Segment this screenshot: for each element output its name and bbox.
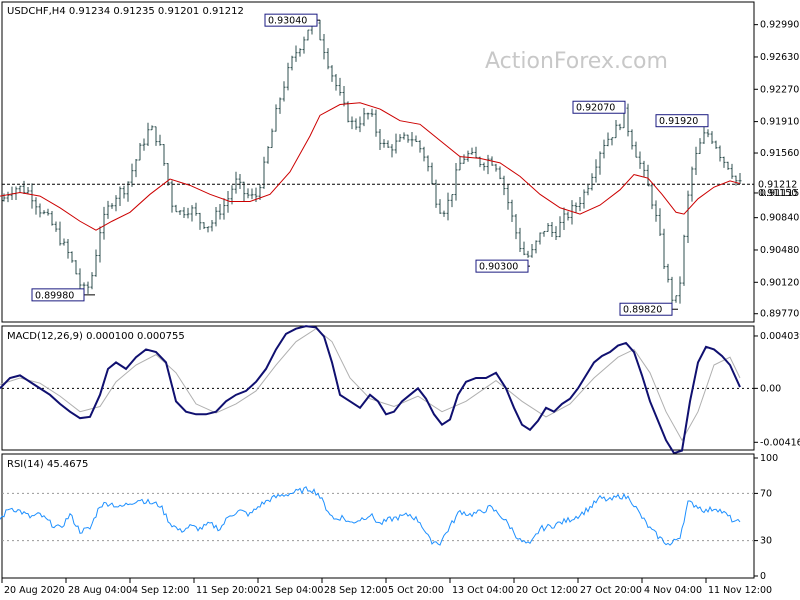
annotation-box bbox=[264, 13, 318, 27]
macd-y-tick-label: -0.00416 bbox=[760, 437, 800, 448]
price-y-tick-label: 0.92990 bbox=[760, 20, 799, 31]
time-tick-label: 27 Oct 20:00 bbox=[580, 585, 642, 596]
price-y-tick-label: 0.91910 bbox=[760, 117, 799, 128]
time-tick-label: 21 Sep 04:00 bbox=[260, 585, 323, 596]
macd-signal-series bbox=[0, 328, 741, 442]
time-tick-label: 28 Sep 12:00 bbox=[324, 585, 387, 596]
macd-series bbox=[0, 325, 741, 455]
time-axis: 20 Aug 2020 28 Aug 04:00 4 Sep 12:00 11 Sep… bbox=[1, 578, 772, 596]
rsi-title: RSI(14) 45.4675 bbox=[7, 459, 88, 470]
moving-average-series bbox=[0, 102, 741, 231]
price-annotations: 0.89980 0.93040 0.90300 0.92070 0.91920 0.898… bbox=[31, 13, 709, 316]
time-tick-label: 20 Oct 12:00 bbox=[516, 585, 578, 596]
price-y-tick-label: 0.91560 bbox=[760, 148, 799, 159]
price-y-tick-label: 0.90480 bbox=[760, 245, 799, 256]
price-title: USDCHF,H4 0.91234 0.91235 0.91201 0.9121… bbox=[7, 6, 244, 17]
time-tick-label: 5 Oct 20:00 bbox=[388, 585, 444, 596]
support-price-label: 0.91150 bbox=[758, 188, 797, 199]
rsi-y-tick-label: 0 bbox=[760, 571, 766, 582]
annotation-box bbox=[655, 114, 709, 128]
price-y-axis: 0.92990 0.92630 0.92270 0.91910 0.91560 0.911… bbox=[754, 20, 799, 320]
macd-y-axis: 0.004039 0.00 -0.00416 bbox=[2, 331, 800, 448]
time-tick-label: 13 Oct 04:00 bbox=[452, 585, 514, 596]
annotation-box bbox=[619, 302, 673, 316]
macd-panel: MACD(12,26,9) 0.000100 0.000755 0.004039… bbox=[0, 325, 800, 455]
rsi-y-tick-label: 30 bbox=[760, 536, 772, 547]
price-y-tick-label: 0.91115 bbox=[760, 188, 799, 199]
annotation-box bbox=[31, 288, 85, 302]
annotation-label: 0.93040 bbox=[268, 16, 307, 27]
moving-average-line bbox=[0, 102, 741, 231]
time-tick-label: 11 Sep 20:00 bbox=[196, 585, 259, 596]
time-tick-label: 11 Nov 12:00 bbox=[708, 585, 772, 596]
price-y-tick-label: 0.90120 bbox=[760, 277, 799, 288]
time-tick-label: 28 Aug 04:00 bbox=[68, 585, 132, 596]
rsi-lines bbox=[0, 486, 741, 546]
price-y-tick-label: 0.92630 bbox=[760, 52, 799, 63]
time-tick-label: 20 Aug 2020 bbox=[4, 585, 65, 596]
watermark: ActionForex.com bbox=[485, 49, 668, 74]
annotation-box bbox=[475, 259, 529, 273]
annotation-label: 0.89820 bbox=[623, 305, 662, 316]
current-price-box bbox=[755, 177, 797, 190]
rsi-y-axis: 100 70 30 0 bbox=[2, 453, 778, 582]
current-price-label: 0.91212 bbox=[758, 179, 797, 190]
rsi-series bbox=[0, 486, 741, 546]
time-tick-label: 4 Nov 04:00 bbox=[644, 585, 702, 596]
macd-title: MACD(12,26,9) 0.000100 0.000755 bbox=[7, 331, 185, 342]
annotation-label: 0.89980 bbox=[35, 290, 74, 301]
macd-y-tick-label: 0.00 bbox=[760, 383, 781, 394]
price-y-tick-label: 0.90840 bbox=[760, 213, 799, 224]
rsi-y-tick-label: 70 bbox=[760, 488, 772, 499]
macd-lines bbox=[0, 325, 741, 455]
annotation-label: 0.92070 bbox=[576, 103, 615, 114]
annotation-box bbox=[572, 100, 626, 114]
price-panel: USDCHF,H4 0.91234 0.91235 0.91201 0.9121… bbox=[0, 1, 799, 323]
annotation-label: 0.91920 bbox=[659, 116, 698, 127]
time-tick-label: 4 Sep 12:00 bbox=[132, 585, 189, 596]
macd-y-tick-label: 0.004039 bbox=[760, 331, 800, 342]
rsi-panel: RSI(14) 45.4675 100 70 30 0 bbox=[0, 453, 778, 582]
price-y-tick-label: 0.92270 bbox=[760, 84, 799, 95]
price-y-tick-label: 0.89770 bbox=[760, 309, 799, 320]
rsi-y-tick-label: 100 bbox=[760, 453, 778, 464]
annotation-label: 0.90300 bbox=[479, 262, 518, 273]
